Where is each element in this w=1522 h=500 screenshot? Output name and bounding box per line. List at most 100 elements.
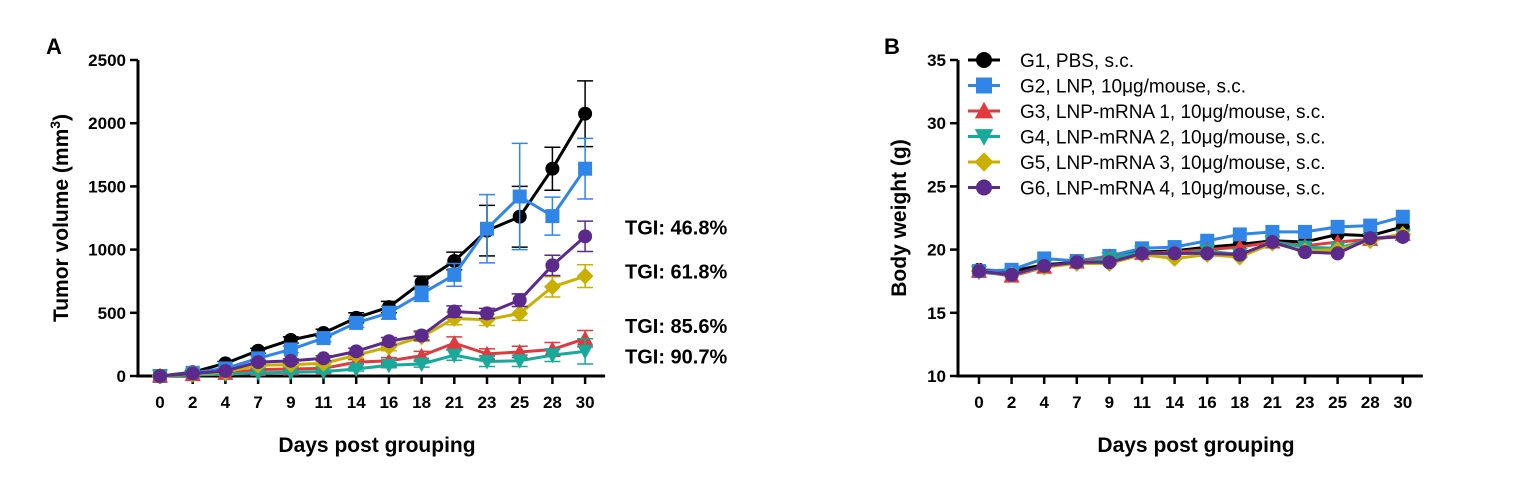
data-point [511,305,529,322]
legend-label: G2, LNP, 10μg/mouse, s.c. [1020,77,1246,98]
legend-item-g1: G1, PBS, s.c. [968,51,1134,72]
x-tick-label: 0 [155,393,164,412]
panel-b-x-axis-title: Days post grouping [1097,434,1294,457]
series-line [159,112,587,378]
y-tick-label: 20 [927,241,946,260]
legend-label: G6, LNP-mRNA 4, 10μg/mouse, s.c. [1020,179,1326,200]
data-point [446,348,463,364]
x-tick-label: 18 [412,393,431,412]
legend-marker [974,101,994,119]
data-point [218,363,233,378]
x-tick-label: 30 [1393,393,1412,412]
data-point [414,328,429,343]
x-tick-label: 21 [1263,393,1282,412]
panel-a-annotations: TGI: 46.8% TGI: 61.8% TGI: 85.6% TGI: 90.7% [625,217,727,368]
panel-b-label: B [884,34,900,59]
legend-marker [974,129,994,146]
data-point [1298,245,1312,260]
x-tick-label: 7 [253,393,262,412]
data-point [480,306,494,321]
x-tick-label: 23 [1296,393,1315,412]
x-tick-label: 28 [543,393,562,412]
data-point [544,278,561,296]
panel-b-y-ticks: 10 15 20 25 30 35 [927,51,958,386]
y-tick-label: 10 [927,367,946,386]
data-point [447,253,462,268]
data-point [544,348,561,364]
panel-b-x-ticks: 0 2 4 7 9 11 14 16 18 21 23 25 28 30 [974,376,1412,412]
x-tick-label: 11 [315,393,333,412]
y-tick-label: 1500 [88,177,126,196]
data-point [512,293,527,308]
x-tick-label: 2 [1007,393,1016,412]
data-point [1265,224,1280,239]
panel-b-axes [956,60,1423,378]
data-point [578,161,593,176]
data-point [478,355,496,370]
data-point [283,353,298,368]
y-tick-label: 30 [927,114,946,133]
x-tick-label: 21 [445,393,464,412]
data-point [348,362,365,378]
y-tick-label: 1000 [88,241,126,260]
data-point [1200,233,1215,248]
x-tick-label: 14 [1165,393,1184,412]
data-point [1395,209,1410,224]
legend-marker [976,179,992,196]
panel-a-y-axis-title-main: Tumor volume (mm [50,129,73,322]
data-point [511,354,528,369]
x-tick-label: 9 [286,393,295,412]
legend-label: G5, LNP-mRNA 3, 10μg/mouse, s.c. [1020,153,1326,174]
y-tick-label: 0 [117,367,126,386]
data-point [1135,246,1149,261]
data-point [414,286,429,301]
data-point [1232,247,1247,262]
x-tick-label: 30 [576,393,595,412]
tgi-annotation: TGI: 85.6% [625,316,727,338]
data-point [380,358,397,374]
data-point [413,357,430,373]
panel-a-chart: A 0 500 1000 1500 2000 2500 0 2 4 7 9 11 14 16 18 21 23… [46,34,727,457]
legend-label: G1, PBS, s.c. [1020,51,1134,72]
series-g6 [972,229,1410,282]
panel-b-chart: B 10 15 20 25 30 35 0 2 4 7 9 11 14 16 18 21 23 25 28 30 D… [884,34,1423,457]
panel-a-x-axis-title: Days post grouping [278,434,475,457]
panel-b-y-axis-title: Body weight (g) [888,139,911,296]
data-point [972,264,986,279]
panel-a-x-ticks: 0 2 4 7 9 11 14 16 18 21 23 25 28 30 [155,376,595,412]
data-point [1265,235,1280,250]
data-point [1363,218,1378,233]
data-point [315,365,332,380]
y-tick-label: 15 [927,304,946,323]
data-point [577,344,594,360]
data-point [1330,219,1345,234]
y-tick-label: 35 [927,51,946,70]
data-point [349,315,364,330]
series-g6 [153,220,594,383]
x-tick-label: 4 [221,393,231,412]
data-point [446,335,463,350]
x-tick-label: 16 [379,393,398,412]
x-tick-label: 0 [974,393,983,412]
x-tick-label: 2 [188,393,197,412]
data-point [316,331,331,346]
legend-label: G4, LNP-mRNA 2, 10μg/mouse, s.c. [1020,128,1326,149]
x-tick-label: 18 [1230,393,1249,412]
x-tick-label: 23 [478,393,497,412]
x-tick-label: 14 [347,393,366,412]
legend-item-g6: G6, LNP-mRNA 4, 10μg/mouse, s.c. [968,179,1326,200]
data-point [185,366,200,381]
data-point [1069,255,1084,270]
data-point [381,334,396,349]
y-tick-label: 500 [98,304,126,323]
legend-item-g5: G5, LNP-mRNA 3, 10μg/mouse, s.c. [968,152,1326,174]
x-tick-label: 11 [1133,393,1151,412]
data-point [251,355,266,370]
data-point [1232,227,1247,242]
data-point [1004,267,1019,282]
data-point [1167,246,1182,261]
data-point [578,106,593,121]
panel-b-legend: G1, PBS, s.c. G2, LNP, 10μg/mouse, s.c. G3… [968,51,1326,200]
x-tick-label: 16 [1198,393,1217,412]
